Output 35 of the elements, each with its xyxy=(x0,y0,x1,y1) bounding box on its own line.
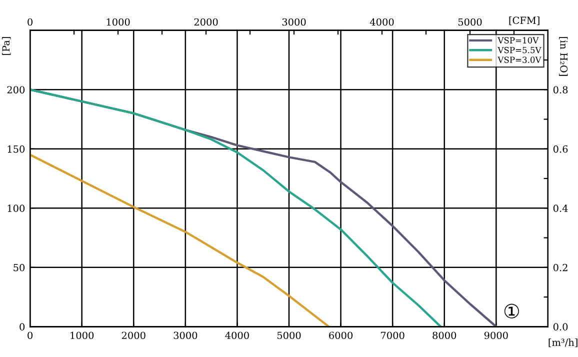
x-tick-label: 1000 xyxy=(70,332,94,340)
x-axis-title: [m³/h] xyxy=(548,338,578,348)
x2-tick-label: 5000 xyxy=(458,18,482,26)
x2-axis-title: [CFM] xyxy=(509,16,540,26)
x2-tick-label: 3000 xyxy=(282,18,306,26)
x-tick-label: 5000 xyxy=(277,332,301,340)
x-tick-label: 0 xyxy=(28,332,33,340)
x-tick-label: 8000 xyxy=(432,332,456,340)
line-series xyxy=(30,154,330,327)
y-tick-label: 0 xyxy=(20,323,25,330)
y-tick-label: 150 xyxy=(8,145,25,153)
x-tick-label: 7000 xyxy=(381,332,404,340)
x2-tick-label: 0 xyxy=(28,18,33,26)
x2-tick-label: 2000 xyxy=(194,18,218,26)
y-tick-label: 100 xyxy=(8,204,25,212)
y2-tick-label: 0.2 xyxy=(553,264,568,272)
y2-tick-label: 0.8 xyxy=(553,86,568,94)
legend-label: VSP=5.5V xyxy=(498,46,542,54)
annotation: ① xyxy=(504,304,519,318)
x-tick-label: 9000 xyxy=(484,332,508,340)
y-tick-label: 50 xyxy=(14,264,25,272)
y-axis-title: [Pa] xyxy=(2,37,11,55)
x2-tick-label: 1000 xyxy=(106,18,130,26)
x-tick-label: 4000 xyxy=(225,332,249,340)
y2-tick-label: 0.0 xyxy=(553,323,568,330)
y2-axis-title: [in H₂O] xyxy=(559,37,568,76)
x-tick-label: 2000 xyxy=(122,332,146,340)
legend-label: VSP=10V xyxy=(498,37,539,44)
y2-tick-label: 0.4 xyxy=(553,204,568,212)
y-tick-label: 200 xyxy=(7,86,25,94)
x2-tick-label: 4000 xyxy=(370,18,394,26)
y2-tick-label: 0.6 xyxy=(553,145,568,153)
x-tick-label: 3000 xyxy=(174,332,198,340)
x-tick-label: 6000 xyxy=(329,332,353,340)
legend-label: VSP=3.0V xyxy=(498,56,542,63)
